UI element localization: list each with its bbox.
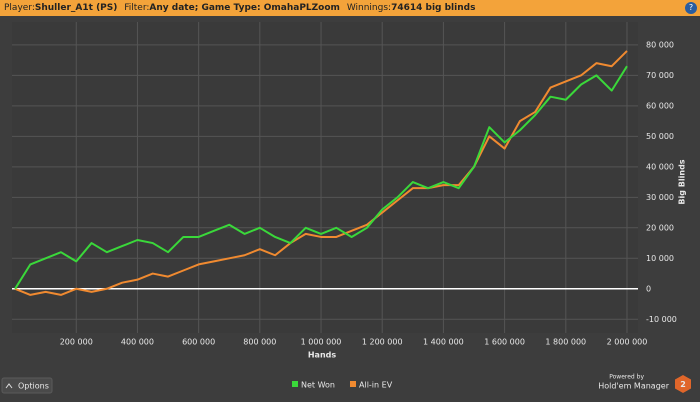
y-tick-label: 30 000: [646, 193, 674, 202]
legend-label: All-in EV: [359, 381, 393, 390]
y-tick-label: 80 000: [646, 40, 674, 49]
y-tick-label: 40 000: [646, 162, 674, 171]
value: 74614 big blinds: [391, 3, 476, 13]
label: Player:: [4, 3, 35, 13]
y-tick-label: 60 000: [646, 101, 674, 110]
options-icon: [5, 383, 13, 389]
legend-label: Net Won: [301, 381, 335, 390]
help-button[interactable]: ?: [685, 2, 697, 14]
options-button[interactable]: [1, 377, 53, 394]
x-tick-label: 2 000 000: [607, 338, 648, 347]
y-tick-label: 50 000: [646, 132, 674, 141]
x-axis-title: Hands: [308, 351, 337, 360]
y-axis-title: Big Blinds: [678, 159, 687, 204]
x-tick-label: 800 000: [243, 338, 276, 347]
legend-swatch: [292, 381, 298, 387]
x-tick-label: 1 200 000: [362, 338, 403, 347]
x-tick-label: 200 000: [60, 338, 93, 347]
label: Filter:: [124, 3, 150, 13]
options-label: Options: [18, 382, 49, 391]
y-tick-label: -10 000: [646, 315, 677, 324]
x-tick-label: 1 600 000: [484, 338, 525, 347]
series-line: [14, 65, 628, 290]
y-tick-label: 20 000: [646, 223, 674, 232]
chart: Hands Big Blinds Options Powered by Hold…: [1, 22, 691, 394]
x-tick-label: 1 000 000: [301, 338, 342, 347]
value: Any date; Game Type: OmahaPLZoom: [149, 3, 340, 13]
brand-logo: [675, 375, 691, 393]
legend-swatch: [350, 381, 356, 387]
title-bar: Player:Shuller_A1t (PS) Filter:Any date;…: [0, 0, 700, 16]
y-tick-label: 10 000: [646, 254, 674, 263]
y-tick-label: 0: [646, 284, 651, 293]
brand: Hold'em Manager: [598, 382, 669, 391]
label: Winnings:: [346, 3, 392, 13]
powered-by: Powered by: [609, 374, 644, 381]
x-tick-label: 1 800 000: [545, 338, 586, 347]
value: Shuller_A1t (PS): [34, 3, 118, 13]
y-tick-label: 70 000: [646, 71, 674, 80]
x-tick-label: 1 400 000: [423, 338, 464, 347]
x-tick-label: 400 000: [121, 338, 154, 347]
plot-area: [12, 22, 638, 333]
x-tick-label: 600 000: [182, 338, 215, 347]
series-line: [14, 50, 628, 296]
brand-version: 2: [680, 380, 686, 389]
